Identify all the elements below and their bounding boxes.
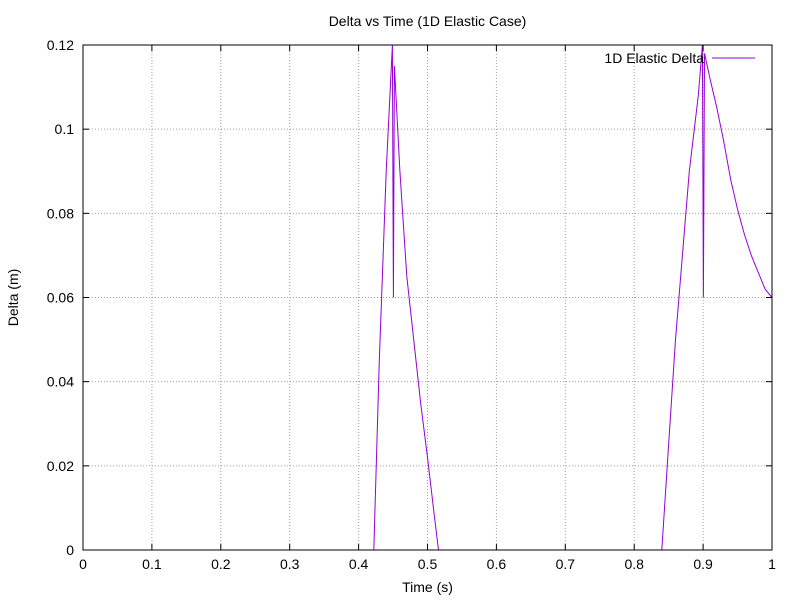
axis-ticks: 0 0.1 0.2 0.3 0.4 0.5 0.6 0.7 0.8 0.9 1 0 0.02 0.04 0.…	[47, 37, 776, 572]
y-tick-label: 0	[66, 542, 74, 558]
x-tick-label: 0.7	[556, 556, 576, 572]
series-lines	[83, 44, 773, 551]
y-tick-label: 0.06	[47, 290, 74, 306]
x-tick-label: 0	[79, 556, 87, 572]
x-tick-label: 0.6	[487, 556, 507, 572]
x-tick-label: 0.5	[418, 556, 438, 572]
y-tick-label: 0.02	[47, 458, 74, 474]
y-tick-label: 0.08	[47, 205, 74, 221]
y-tick-label: 0.04	[47, 374, 74, 390]
x-tick-label: 0.3	[280, 556, 300, 572]
y-axis-title: Delta (m)	[5, 269, 21, 327]
x-tick-label: 0.8	[624, 556, 644, 572]
y-tick-label: 0.1	[55, 121, 75, 137]
series-line	[83, 44, 773, 551]
chart-title: Delta vs Time (1D Elastic Case)	[329, 13, 527, 29]
y-tick-label: 0.12	[47, 37, 74, 53]
x-tick-label: 1	[768, 556, 776, 572]
x-tick-label: 0.9	[693, 556, 713, 572]
x-tick-label: 0.4	[349, 556, 369, 572]
legend-label: 1D Elastic Delta	[604, 50, 704, 66]
legend: 1D Elastic Delta	[604, 50, 755, 66]
x-tick-label: 0.2	[211, 556, 231, 572]
x-axis-title: Time (s)	[402, 579, 453, 595]
x-tick-label: 0.1	[142, 556, 162, 572]
